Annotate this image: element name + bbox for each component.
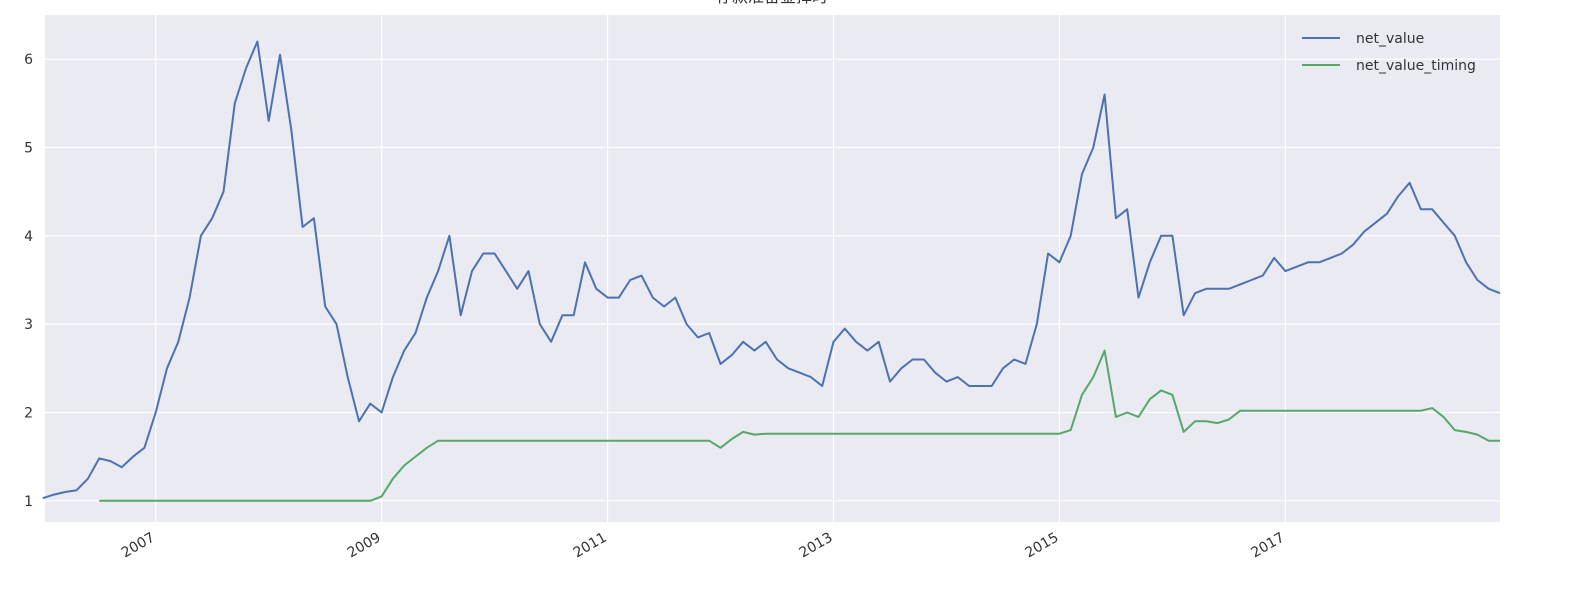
x-tick-label: 2013 (797, 530, 836, 562)
lines (42, 40, 1501, 502)
y-tick-label: 4 (24, 229, 33, 245)
y-tick-label: 5 (24, 140, 33, 156)
plot-background (45, 15, 1500, 522)
legend: net_value net_value_timing (1302, 31, 1476, 74)
x-tick-label: 2011 (571, 530, 610, 562)
chart-title: 存款准备金择时 (716, 0, 828, 6)
x-tick-label: 2007 (119, 530, 158, 562)
x-tick-label: 2009 (345, 530, 384, 562)
grid (45, 15, 1500, 522)
series-line (42, 40, 1501, 500)
y-tick-label: 2 (24, 405, 33, 421)
x-tick-label: 2015 (1023, 530, 1062, 562)
series-line (99, 349, 1500, 502)
x-tick-label: 2017 (1248, 530, 1287, 562)
y-tick-label: 6 (24, 52, 33, 68)
legend-label: net_value_timing (1356, 58, 1476, 74)
y-tick-label: 3 (24, 317, 33, 333)
y-tick-label: 1 (24, 494, 33, 510)
legend-label: net_value (1356, 31, 1424, 47)
